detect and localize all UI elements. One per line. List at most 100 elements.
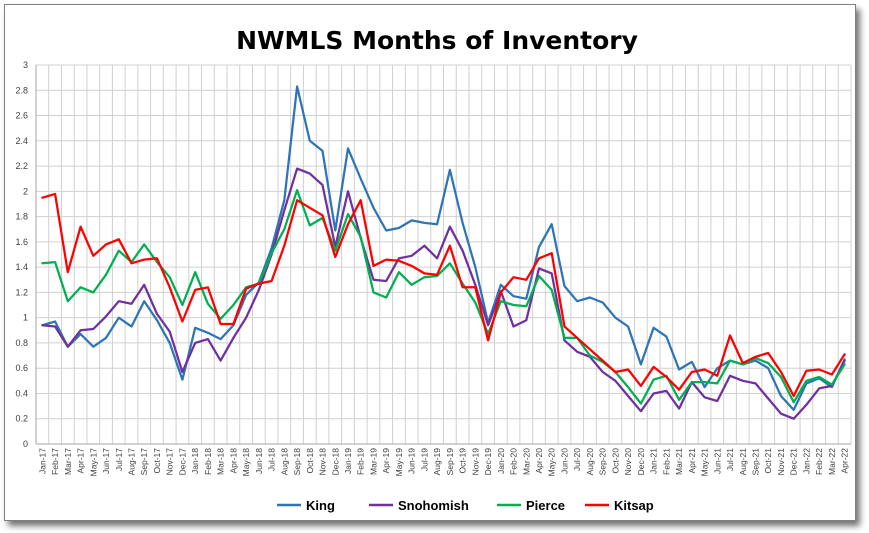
x-tick-label: Apr-17 xyxy=(76,448,86,474)
x-tick-label: Nov-19 xyxy=(470,448,480,476)
legend-label: Kitsap xyxy=(614,498,654,513)
x-tick-label: Oct-18 xyxy=(305,448,315,474)
legend-item-king: King xyxy=(277,498,335,513)
legend: King Snohomish Pierce Kitsap xyxy=(277,498,654,513)
chart-title: NWMLS Months of Inventory xyxy=(236,26,638,55)
x-tick-label: Jul-21 xyxy=(725,448,735,471)
x-tick-label: Jun-17 xyxy=(101,448,111,474)
legend-item-kitsap: Kitsap xyxy=(585,498,654,513)
gridlines xyxy=(35,64,852,444)
x-tick-label: Jun-19 xyxy=(407,448,417,474)
x-tick-label: Jul-18 xyxy=(267,448,277,471)
x-tick-label: Oct-21 xyxy=(763,448,773,474)
x-tick-label: Jan-18 xyxy=(190,448,200,474)
x-tick-label: Apr-21 xyxy=(687,448,697,474)
y-tick-label: 2 xyxy=(23,186,28,196)
y-tick-labels: 0 0.2 0.4 0.6 0.8 1 1.2 1.4 1.6 1.8 2 2.2 2.4 2.6 2.8 3 xyxy=(15,60,28,449)
x-tick-label: Sep-21 xyxy=(750,448,760,476)
y-tick-label: 0.2 xyxy=(15,414,28,424)
y-tick-label: 1.4 xyxy=(15,262,28,272)
x-tick-label: Sep-18 xyxy=(292,448,302,476)
x-tick-label: Oct-19 xyxy=(458,448,468,474)
series-line-pierce xyxy=(41,188,846,405)
x-tick-label: Sep-19 xyxy=(445,448,455,476)
x-tick-label: Feb-18 xyxy=(203,448,213,475)
x-tick-label: Jan-22 xyxy=(801,448,811,474)
y-tick-label: 1.6 xyxy=(15,237,28,247)
x-tick-label: Jul-20 xyxy=(572,448,582,471)
x-tick-label: Sep-20 xyxy=(598,448,608,476)
x-tick-label: Dec-17 xyxy=(177,448,187,476)
x-tick-label: May-21 xyxy=(700,448,710,477)
x-tick-label: Mar-22 xyxy=(827,448,837,475)
x-tick-label: Nov-18 xyxy=(318,448,328,476)
x-tick-label: Feb-17 xyxy=(50,448,60,475)
x-tick-label: Jan-21 xyxy=(649,448,659,474)
x-tick-label: Dec-21 xyxy=(789,448,799,476)
x-tick-labels: Jan-17 Feb-17 Mar-17 Apr-17 May-17 Jun-17 Jul-… xyxy=(37,448,849,477)
x-tick-label: Jul-19 xyxy=(419,448,429,471)
x-tick-label: Jan-19 xyxy=(343,448,353,474)
x-tick-label: Oct-20 xyxy=(610,448,620,474)
axes xyxy=(35,65,851,445)
x-tick-label: Sep-17 xyxy=(139,448,149,476)
x-tick-label: Apr-19 xyxy=(381,448,391,474)
x-tick-label: Jun-18 xyxy=(254,448,264,474)
y-tick-label: 1.2 xyxy=(15,287,28,297)
legend-item-pierce: Pierce xyxy=(497,498,565,513)
series-line-snohomish xyxy=(41,167,846,420)
x-tick-label: Mar-21 xyxy=(674,448,684,475)
y-tick-label: 2.2 xyxy=(15,161,28,171)
x-tick-label: Mar-20 xyxy=(521,448,531,475)
x-tick-label: May-17 xyxy=(88,448,98,477)
x-tick-label: May-19 xyxy=(394,448,404,477)
x-tick-label: Dec-19 xyxy=(483,448,493,476)
y-tick-label: 2.6 xyxy=(15,111,28,121)
x-tick-label: Apr-22 xyxy=(840,448,850,474)
x-tick-label: Aug-21 xyxy=(738,448,748,476)
series-line-king xyxy=(41,85,846,412)
x-tick-label: Feb-20 xyxy=(509,448,519,475)
x-tick-label: Feb-22 xyxy=(814,448,824,475)
x-tick-label: Feb-19 xyxy=(356,448,366,475)
y-tick-label: 1.8 xyxy=(15,212,28,222)
series-lines xyxy=(41,85,846,420)
x-tick-label: Dec-20 xyxy=(636,448,646,476)
x-tick-label: Apr-20 xyxy=(534,448,544,474)
x-tick-label: Feb-21 xyxy=(661,448,671,475)
x-tick-label: Nov-17 xyxy=(165,448,175,476)
x-tick-label: Jan-20 xyxy=(496,448,506,474)
legend-label: King xyxy=(306,498,335,513)
y-tick-label: 0 xyxy=(23,439,28,449)
chart-canvas: NWMLS Months of Inventory 0 0.2 0.4 0.6 0.8 1… xyxy=(15,26,852,513)
x-tick-label: Nov-20 xyxy=(623,448,633,476)
y-tick-label: 1 xyxy=(23,313,28,323)
y-tick-label: 0.8 xyxy=(15,338,28,348)
x-tick-label: Oct-17 xyxy=(152,448,162,474)
y-tick-label: 2.8 xyxy=(15,85,28,95)
legend-item-snohomish: Snohomish xyxy=(369,498,469,513)
x-tick-label: Mar-19 xyxy=(368,448,378,475)
x-tick-label: Jan-17 xyxy=(37,448,47,474)
x-tick-label: Jul-17 xyxy=(114,448,124,471)
x-tick-label: Aug-19 xyxy=(432,448,442,476)
y-tick-label: 3 xyxy=(23,60,28,70)
x-tick-label: Apr-18 xyxy=(228,448,238,474)
x-tick-label: Aug-20 xyxy=(585,448,595,476)
x-tick-label: Jun-21 xyxy=(712,448,722,474)
x-tick-label: Dec-18 xyxy=(330,448,340,476)
chart-frame: NWMLS Months of Inventory 0 0.2 0.4 0.6 0.8 1… xyxy=(4,4,856,521)
x-tick-label: May-20 xyxy=(547,448,557,477)
y-tick-label: 0.6 xyxy=(15,363,28,373)
legend-label: Pierce xyxy=(526,498,565,513)
series-line-kitsap xyxy=(41,192,846,398)
x-tick-label: Aug-17 xyxy=(127,448,137,476)
x-tick-label: Nov-21 xyxy=(776,448,786,476)
x-tick-label: Mar-18 xyxy=(216,448,226,475)
legend-label: Snohomish xyxy=(398,498,469,513)
x-tick-label: Jun-20 xyxy=(559,448,569,474)
x-tick-label: Aug-18 xyxy=(279,448,289,476)
y-tick-label: 2.4 xyxy=(15,136,28,146)
y-tick-label: 0.4 xyxy=(15,388,28,398)
x-tick-label: May-18 xyxy=(241,448,251,477)
